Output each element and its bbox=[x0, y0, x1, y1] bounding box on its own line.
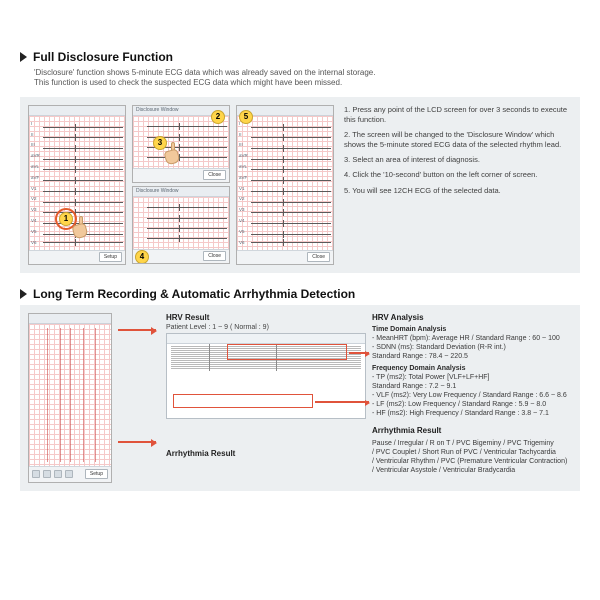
analysis-line: - SDNN (ms): Standard Deviation (R-R int… bbox=[372, 343, 572, 352]
section1-desc-line1: 'Disclosure' function shows 5-minute ECG… bbox=[34, 68, 580, 78]
ecg-card-12lead-a[interactable]: I II III aVR aVL aVF V1 V2 V3 V4 V5 V6 bbox=[28, 105, 126, 265]
ecg-grid: I II III aVR aVL aVF V1 V2 V3 V4 V5 V6 bbox=[29, 116, 125, 250]
analysis-line: - LF (ms2): Low Frequency / Standard Ran… bbox=[372, 400, 572, 409]
section2-header: Long Term Recording & Automatic Arrhythm… bbox=[20, 287, 580, 301]
card-header: Disclosure Window bbox=[133, 187, 229, 197]
close-button[interactable]: Close bbox=[307, 252, 330, 262]
arr-line: / Ventricular Asystole / Ventricular Bra… bbox=[372, 466, 572, 475]
lead-labels: I II III aVR aVL aVF V1 V2 V3 V4 V5 V6 bbox=[31, 118, 40, 248]
ecg-card-footer: Close bbox=[237, 250, 333, 264]
tool-icon[interactable] bbox=[65, 470, 73, 478]
section-long-term: Long Term Recording & Automatic Arrhythm… bbox=[20, 287, 580, 491]
arr-result-title: Arrhythmia Result bbox=[372, 426, 572, 436]
ecg-col-a: I II III aVR aVL aVF V1 V2 V3 V4 V5 V6 bbox=[28, 105, 126, 265]
analysis-line: - MeanHRT (bpm): Average HR / Standard R… bbox=[372, 334, 572, 343]
ecg-card-topbar bbox=[29, 106, 125, 116]
step-text: 3. Select an area of interest of diagnos… bbox=[344, 155, 572, 165]
arr-line: / PVC Couplet / Short Run of PVC / Ventr… bbox=[372, 448, 572, 457]
analysis-line: - TP (ms2): Total Power [VLF+LF+HF] bbox=[372, 373, 572, 382]
ecg-col-b: Disclosure Window 2 3 Close Disc bbox=[132, 105, 230, 264]
ecg-card-longterm[interactable]: Setup bbox=[28, 313, 112, 483]
ecg-col-c: I II III aVR aVL aVF V1 V2 V3 V4 V5 V6 bbox=[236, 105, 334, 265]
hrv-block-sub: Patient Level : 1 ~ 9 ( Normal : 9) bbox=[166, 324, 366, 331]
toolbar bbox=[32, 470, 73, 478]
ecg-card-footer: Setup bbox=[29, 250, 125, 264]
ecg-card-disclosure-top[interactable]: Disclosure Window 2 3 Close bbox=[132, 105, 230, 183]
arr-line: / Ventricular Rhythm / PVC (Premature Ve… bbox=[372, 457, 572, 466]
section-full-disclosure: Full Disclosure Function 'Disclosure' fu… bbox=[20, 50, 580, 273]
ecg-grid: 2 3 bbox=[133, 116, 229, 168]
arrow-icon bbox=[118, 329, 156, 331]
analysis-text-column: HRV Analysis Time Domain Analysis - Mean… bbox=[372, 313, 572, 475]
ecg-card-footer: Close bbox=[133, 168, 229, 182]
close-button[interactable]: Close bbox=[203, 170, 226, 180]
section2-body: Setup HRV Result Patient Level : 1 ~ 9 (… bbox=[20, 305, 580, 491]
chevron-right-icon bbox=[20, 289, 27, 299]
ecg-card-footer: Setup bbox=[29, 466, 111, 482]
close-button[interactable]: Close bbox=[203, 251, 226, 261]
arr-block-title: Arrhythmia Result bbox=[166, 449, 366, 458]
highlight-box bbox=[173, 394, 313, 408]
steps-list: 1. Press any point of the LCD screen for… bbox=[340, 105, 572, 196]
step-badge-4: 4 bbox=[135, 250, 149, 264]
arrow-icon bbox=[315, 401, 369, 403]
step-text: 4. Click the '10-second' button on the l… bbox=[344, 170, 572, 180]
ecg-card-disclosure-bottom[interactable]: Disclosure Window 4 Close bbox=[132, 186, 230, 264]
hrv-block-title: HRV Result bbox=[166, 313, 366, 322]
arrow-column bbox=[118, 313, 160, 483]
analysis-line: Standard Range : 7.2 ~ 9.1 bbox=[372, 382, 572, 391]
setup-button[interactable]: Setup bbox=[99, 252, 122, 262]
section1-header: Full Disclosure Function bbox=[20, 50, 580, 64]
step-text: 2. The screen will be changed to the 'Di… bbox=[344, 130, 572, 150]
step-badge-2: 2 bbox=[211, 110, 225, 124]
setup-button[interactable]: Setup bbox=[85, 469, 108, 479]
ecg-card-topbar bbox=[29, 314, 111, 324]
ecg-card-footer: 4 Close bbox=[133, 249, 229, 263]
freq-domain-title: Frequency Domain Analysis bbox=[372, 364, 572, 373]
arrow-icon bbox=[349, 352, 369, 354]
hrv-card-header bbox=[167, 334, 365, 344]
step-badge-3: 3 bbox=[153, 136, 167, 150]
ecg-card-12lead-b[interactable]: I II III aVR aVL aVF V1 V2 V3 V4 V5 V6 bbox=[236, 105, 334, 265]
section2-title: Long Term Recording & Automatic Arrhythm… bbox=[33, 287, 355, 301]
tool-icon[interactable] bbox=[54, 470, 62, 478]
chevron-right-icon bbox=[20, 52, 27, 62]
tool-icon[interactable] bbox=[43, 470, 51, 478]
lead-labels: I II III aVR aVL aVF V1 V2 V3 V4 V5 V6 bbox=[239, 118, 248, 248]
hrv-result-block: HRV Result Patient Level : 1 ~ 9 ( Norma… bbox=[166, 313, 366, 419]
analysis-line: - VLF (ms2): Very Low Frequency / Standa… bbox=[372, 391, 572, 400]
ecg-grid bbox=[133, 197, 229, 249]
analysis-line: Standard Range : 78.4 ~ 220.5 bbox=[372, 352, 572, 361]
ecg-grid bbox=[29, 324, 111, 466]
arrow-icon bbox=[118, 441, 156, 443]
long-term-ecg: Setup bbox=[28, 313, 112, 483]
time-domain-title: Time Domain Analysis bbox=[372, 325, 572, 334]
highlight-box bbox=[227, 344, 347, 360]
step-text: 1. Press any point of the LCD screen for… bbox=[344, 105, 572, 125]
step-badge-5: 5 bbox=[239, 110, 253, 124]
arrhythmia-result-block: Arrhythmia Result bbox=[166, 449, 366, 460]
analysis-line: - HF (ms2): High Frequency / Standard Ra… bbox=[372, 409, 572, 418]
section1-description: 'Disclosure' function shows 5-minute ECG… bbox=[34, 68, 580, 89]
section1-body: I II III aVR aVL aVF V1 V2 V3 V4 V5 V6 bbox=[20, 97, 580, 273]
section1-desc-line2: This function is used to check the suspe… bbox=[34, 78, 580, 88]
hand-icon bbox=[71, 216, 89, 238]
step-badge-1: 1 bbox=[59, 212, 73, 226]
section1-title: Full Disclosure Function bbox=[33, 50, 173, 64]
tool-icon[interactable] bbox=[32, 470, 40, 478]
hrv-card[interactable] bbox=[166, 333, 366, 419]
step-text: 5. You will see 12CH ECG of the selected… bbox=[344, 186, 572, 196]
hrv-analysis-title: HRV Analysis bbox=[372, 313, 572, 323]
ecg-grid: I II III aVR aVL aVF V1 V2 V3 V4 V5 V6 bbox=[237, 116, 333, 250]
arr-line: Pause / Irregular / R on T / PVC Bigemin… bbox=[372, 439, 572, 448]
